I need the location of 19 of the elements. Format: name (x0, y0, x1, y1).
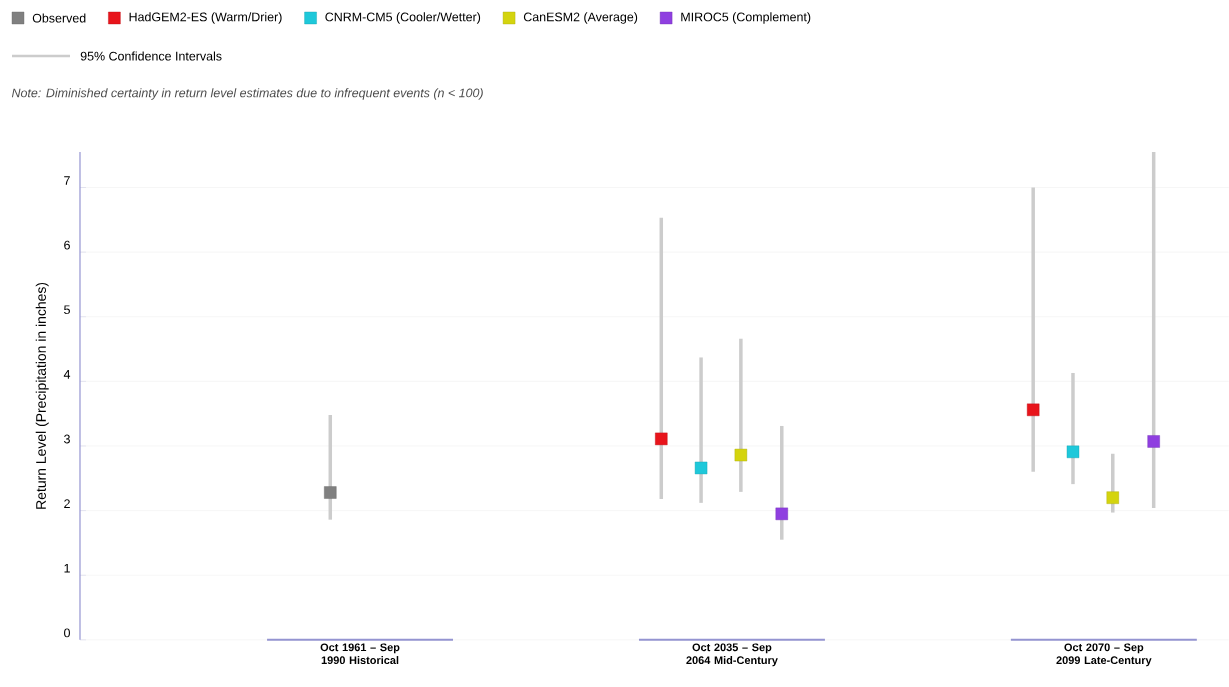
text: 95% Confidence Intervals (80, 51, 222, 61)
x-tick-label: Oct 2070 – Sep 2099 Late-Century (1056, 643, 1152, 667)
y-tick-label: 3 (64, 434, 70, 444)
x-tick-label: Oct 1961 – Sep 1990 Historical (320, 643, 400, 665)
y-tick-label: 5 (64, 305, 70, 315)
legend-label: CNRM-CM5 (Cooler/Wetter) (325, 12, 481, 24)
text: Note: Diminished certainty in return level estimates due to infrequent events (n < 100) (11, 88, 483, 100)
y-tick-label: 7 (64, 176, 70, 185)
y-tick-label: 0 (64, 628, 70, 638)
y-tick-label: 6 (64, 240, 70, 250)
legend-label: CanESM2 (Average) (523, 12, 638, 24)
y-tick-label: 2 (64, 499, 70, 509)
legend-label: MIROC5 (Complement) (681, 12, 811, 24)
y-tick-label: 1 (64, 564, 70, 573)
legend-label: HadGEM2-ES (Warm/Drier) (129, 12, 282, 24)
x-tick-label: Oct 2035 – Sep 2064 Mid-Century (686, 643, 778, 667)
y-tick-label: 4 (63, 370, 71, 379)
legend-label: Observed (32, 13, 86, 23)
y-axis-title: Return Level (Precipitation in inches) (35, 282, 49, 509)
